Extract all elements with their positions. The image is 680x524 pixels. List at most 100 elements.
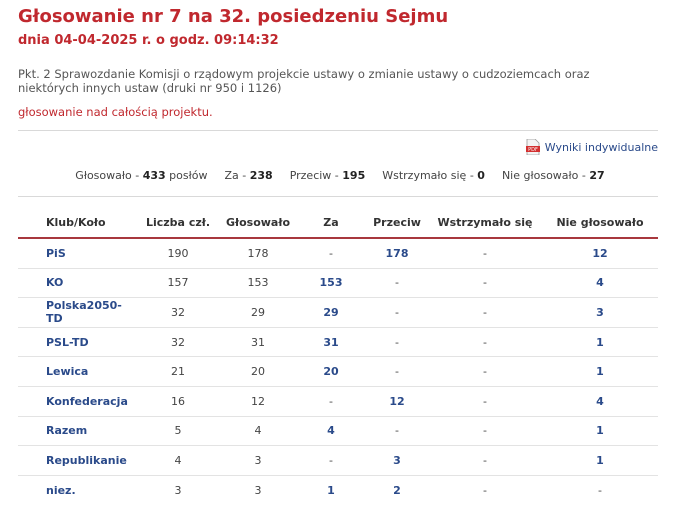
against-cell: 3: [366, 445, 428, 476]
against-cell: -: [366, 416, 428, 447]
abstain-cell: -: [428, 416, 542, 447]
abstain-cell: -: [428, 327, 542, 358]
individual-results-link[interactable]: PDF Wyniki indywidualne: [525, 138, 658, 156]
club-link[interactable]: Republikanie: [46, 453, 127, 467]
svg-text:PDF: PDF: [528, 147, 538, 153]
for-cell: 1: [296, 475, 366, 504]
vote-summary: Głosowało - 433 posłów Za - 238 Przeciw …: [0, 169, 680, 182]
against-count-link[interactable]: 2: [393, 483, 401, 497]
absent-cell: 12: [542, 238, 658, 269]
against-cell: -: [366, 297, 428, 328]
absent-count-link[interactable]: 1: [596, 365, 604, 379]
column-header-club: Klub/Koło: [18, 207, 136, 239]
members-cell: 157: [136, 268, 220, 299]
against-cell: 12: [366, 386, 428, 417]
for-count: 238: [249, 169, 273, 182]
members-cell: 21: [136, 356, 220, 387]
absent-count-link[interactable]: 4: [596, 276, 604, 290]
vote-subject: głosowanie nad całością projektu.: [18, 105, 213, 119]
club-link[interactable]: Lewica: [46, 365, 89, 379]
for-cell: 29: [296, 297, 366, 328]
absent-count-link[interactable]: 1: [596, 424, 604, 438]
table-row: PSL-TD 32 31 31- -1: [18, 327, 658, 358]
against-count-link[interactable]: 3: [393, 453, 401, 467]
table-row: Razem 5 4 4- -1: [18, 416, 658, 447]
column-header-members: Liczba czł.: [136, 207, 220, 239]
table-row: KO 157 153 153- -4: [18, 268, 658, 299]
voted-cell: 4: [220, 416, 296, 447]
members-cell: 5: [136, 416, 220, 447]
table-row: Konfederacja 16 12-12-4: [18, 386, 658, 417]
absent-count-link[interactable]: 12: [592, 246, 608, 260]
club-link[interactable]: Polska2050-TD: [46, 299, 122, 326]
club-cell: Razem: [18, 416, 136, 447]
for-count-link[interactable]: 1: [327, 483, 335, 497]
abstain-cell: -: [428, 445, 542, 476]
voted-unit: posłów: [169, 169, 208, 182]
absent-label: Nie głosowało -: [501, 169, 586, 182]
club-link[interactable]: PSL-TD: [46, 335, 89, 349]
absent-cell: 1: [542, 416, 658, 447]
members-cell: 32: [136, 327, 220, 358]
against-cell: 2: [366, 475, 428, 504]
voted-count: 433: [142, 169, 166, 182]
divider: [18, 130, 658, 131]
members-cell: 190: [136, 238, 220, 269]
club-link[interactable]: PiS: [46, 246, 66, 260]
for-cell: -: [296, 238, 366, 269]
voted-cell: 3: [254, 483, 262, 497]
club-results-table: Klub/Koło Liczba czł. Głosowało Za Przec…: [18, 207, 658, 504]
for-count-link[interactable]: 20: [323, 365, 339, 379]
table-row: niez. 3 3 1 2 - -: [18, 475, 658, 504]
club-cell: PiS: [18, 238, 136, 269]
for-count-link[interactable]: 4: [327, 424, 335, 438]
voted-cell: 31: [220, 327, 296, 358]
against-cell: -: [366, 268, 428, 299]
pdf-icon: PDF: [525, 138, 540, 156]
against-count: 195: [342, 169, 366, 182]
absent-cell: 4: [542, 386, 658, 417]
for-count-link[interactable]: 31: [323, 335, 339, 349]
against-count-link[interactable]: 178: [385, 246, 409, 260]
absent-count-link[interactable]: 3: [596, 305, 604, 319]
voted-cell: 20: [220, 356, 296, 387]
for-cell: 31: [296, 327, 366, 358]
for-count-link[interactable]: 153: [319, 276, 343, 290]
for-count-link[interactable]: 29: [323, 305, 339, 319]
club-cell: Konfederacja: [18, 386, 136, 417]
absent-count-link[interactable]: 4: [596, 394, 604, 408]
club-cell: KO: [18, 268, 136, 299]
voted-cell: 29: [220, 297, 296, 328]
for-cell: -: [296, 386, 366, 417]
table-header-row: Klub/Koło Liczba czł. Głosowało Za Przec…: [18, 207, 658, 239]
abstain-cell: -: [428, 297, 542, 328]
club-link[interactable]: Razem: [46, 424, 88, 438]
voted-cell: 178: [220, 238, 296, 269]
abstain-label: Wstrzymało się -: [382, 169, 474, 182]
column-header-voted: Głosowało: [220, 207, 296, 239]
for-cell: 153: [296, 268, 366, 299]
abstain-cell: -: [428, 356, 542, 387]
absent-cell: 1: [542, 327, 658, 358]
club-cell: niez.: [18, 475, 136, 504]
absent-cell: 1: [542, 445, 658, 476]
absent-count-link[interactable]: 1: [596, 453, 604, 467]
absent-cell: 3: [542, 297, 658, 328]
abstain-count: 0: [477, 169, 485, 182]
absent-cell: -: [598, 483, 602, 497]
absent-count-link[interactable]: 1: [596, 335, 604, 349]
members-cell: 4: [136, 445, 220, 476]
voted-cell: 153: [220, 268, 296, 299]
members-cell: 3: [174, 483, 182, 497]
against-cell: -: [366, 327, 428, 358]
for-cell: 4: [296, 416, 366, 447]
against-count-link[interactable]: 12: [389, 394, 405, 408]
table-row: Lewica 21 20 20- -1: [18, 356, 658, 387]
voted-label: Głosowało -: [75, 169, 140, 182]
club-link[interactable]: niez.: [46, 483, 76, 497]
club-link[interactable]: KO: [46, 276, 64, 290]
club-cell: Lewica: [18, 356, 136, 387]
club-link[interactable]: Konfederacja: [46, 394, 128, 408]
table-row: Republikanie 4 3-3-1: [18, 445, 658, 476]
